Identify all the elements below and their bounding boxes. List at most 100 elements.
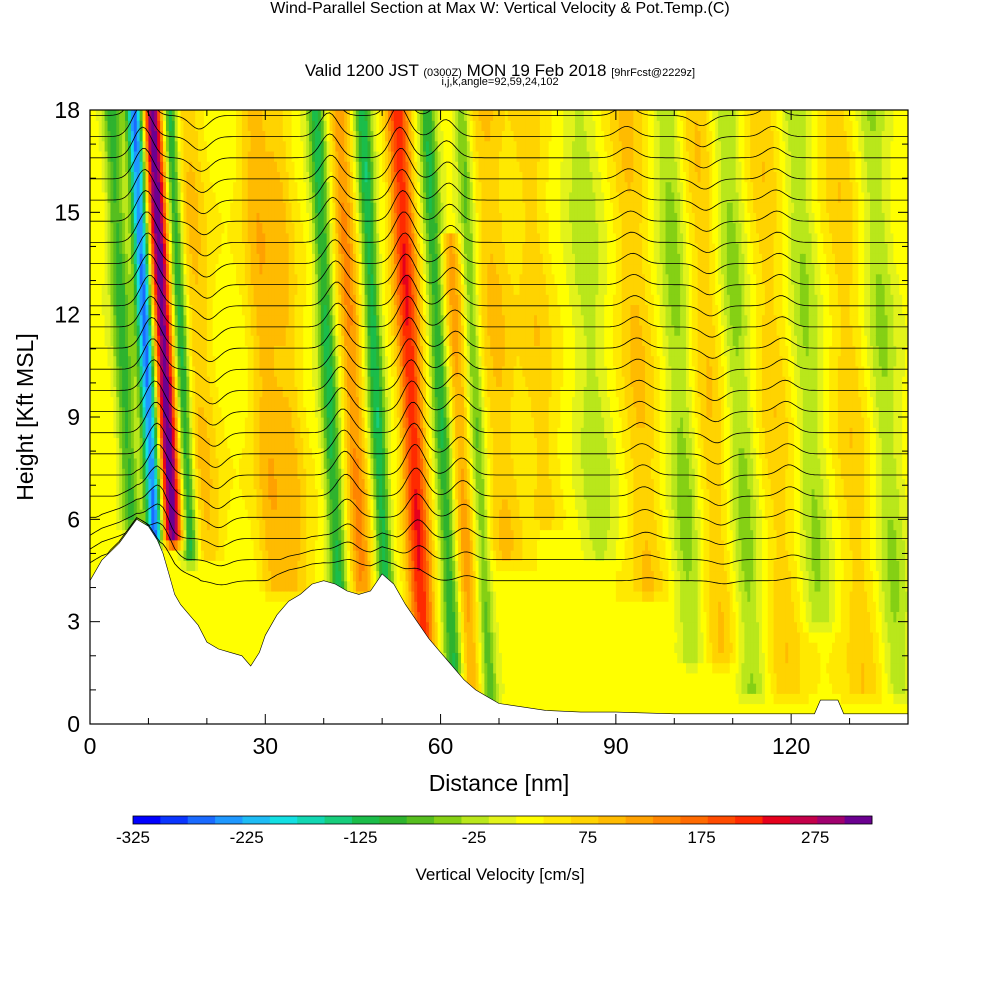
velocity-cell	[130, 212, 135, 224]
velocity-cell	[127, 263, 132, 275]
velocity-cell	[90, 304, 94, 316]
velocity-cell	[177, 110, 182, 121]
velocity-cell	[203, 191, 208, 203]
velocity-cell	[206, 110, 211, 121]
velocity-cell	[174, 222, 179, 234]
velocity-cell	[151, 181, 155, 193]
velocity-cell	[192, 590, 196, 602]
velocity-cell	[201, 417, 205, 428]
velocity-cell	[104, 232, 109, 244]
velocity-cell	[212, 550, 217, 561]
velocity-cell	[90, 150, 94, 162]
velocity-cell	[98, 396, 103, 408]
velocity-cell	[110, 447, 114, 459]
velocity-cell	[206, 509, 211, 520]
velocity-cell	[215, 140, 220, 152]
velocity-cell	[168, 355, 173, 367]
velocity-cell	[136, 181, 141, 193]
velocity-cell	[186, 294, 190, 306]
velocity-cell	[192, 314, 196, 326]
velocity-cell	[98, 539, 103, 551]
velocity-cell	[203, 417, 208, 428]
velocity-cell	[215, 601, 220, 613]
velocity-cell	[90, 171, 94, 183]
velocity-cell	[130, 130, 135, 142]
velocity-cell	[157, 427, 161, 439]
velocity-cell	[160, 478, 164, 490]
velocity-cell	[125, 314, 129, 326]
velocity-cell	[116, 324, 120, 336]
velocity-cell	[212, 171, 217, 183]
velocity-cell	[157, 376, 161, 387]
velocity-cell	[90, 191, 94, 203]
velocity-cell	[122, 212, 126, 224]
velocity-cell	[186, 498, 190, 510]
velocity-cell	[145, 161, 150, 172]
velocity-cell	[92, 263, 97, 275]
velocity-cell	[98, 304, 103, 316]
velocity-cell	[212, 212, 217, 224]
velocity-cell	[192, 539, 196, 551]
velocity-cell	[113, 263, 117, 275]
velocity-cell	[107, 488, 112, 500]
velocity-cell	[160, 161, 164, 172]
velocity-cell	[198, 478, 202, 490]
velocity-cell	[201, 529, 205, 541]
velocity-cell	[195, 447, 199, 459]
velocity-cell	[98, 202, 103, 213]
velocity-cell	[218, 345, 223, 357]
velocity-cell	[90, 181, 94, 193]
velocity-cell	[95, 294, 100, 306]
velocity-cell	[160, 140, 164, 152]
velocity-cell	[195, 417, 199, 428]
velocity-cell	[212, 283, 217, 295]
velocity-cell	[195, 314, 199, 326]
velocity-cell	[92, 447, 97, 459]
velocity-cell	[133, 417, 138, 428]
velocity-cell	[218, 406, 223, 418]
velocity-cell	[177, 457, 182, 469]
velocity-cell	[171, 437, 176, 449]
velocity-cell	[209, 396, 214, 408]
velocity-cell	[183, 376, 188, 387]
velocity-cell	[110, 191, 114, 203]
velocity-cell	[171, 202, 176, 213]
velocity-cell	[165, 539, 170, 551]
velocity-cell	[177, 120, 182, 132]
velocity-cell	[163, 417, 167, 428]
velocity-cell	[189, 550, 193, 561]
velocity-cell	[95, 509, 100, 520]
velocity-cell	[209, 304, 214, 316]
velocity-cell	[168, 529, 173, 541]
velocity-cell	[113, 386, 117, 398]
velocity-cell	[98, 488, 103, 500]
velocity-cell	[107, 161, 112, 172]
velocity-cell	[171, 181, 176, 193]
velocity-cell	[171, 550, 176, 561]
velocity-cell	[203, 611, 208, 623]
velocity-cell	[198, 212, 202, 224]
velocity-cell	[189, 570, 193, 582]
velocity-cell	[206, 222, 211, 234]
velocity-cell	[104, 519, 109, 531]
velocity-cell	[183, 529, 188, 541]
velocity-cell	[113, 161, 117, 172]
velocity-cell	[151, 468, 155, 479]
velocity-cell	[136, 437, 141, 449]
velocity-cell	[119, 232, 123, 244]
velocity-cell	[148, 222, 152, 234]
velocity-cell	[218, 335, 223, 346]
velocity-cell	[218, 232, 223, 244]
velocity-cell	[215, 161, 220, 172]
velocity-cell	[101, 314, 106, 326]
velocity-cell	[101, 365, 106, 377]
velocity-cell	[195, 457, 199, 469]
velocity-cell	[125, 519, 129, 531]
velocity-cell	[101, 488, 106, 500]
velocity-cell	[186, 283, 190, 295]
velocity-cell	[104, 222, 109, 234]
velocity-cell	[113, 345, 117, 357]
velocity-cell	[92, 488, 97, 500]
velocity-cell	[206, 611, 211, 623]
velocity-cell	[203, 580, 208, 592]
